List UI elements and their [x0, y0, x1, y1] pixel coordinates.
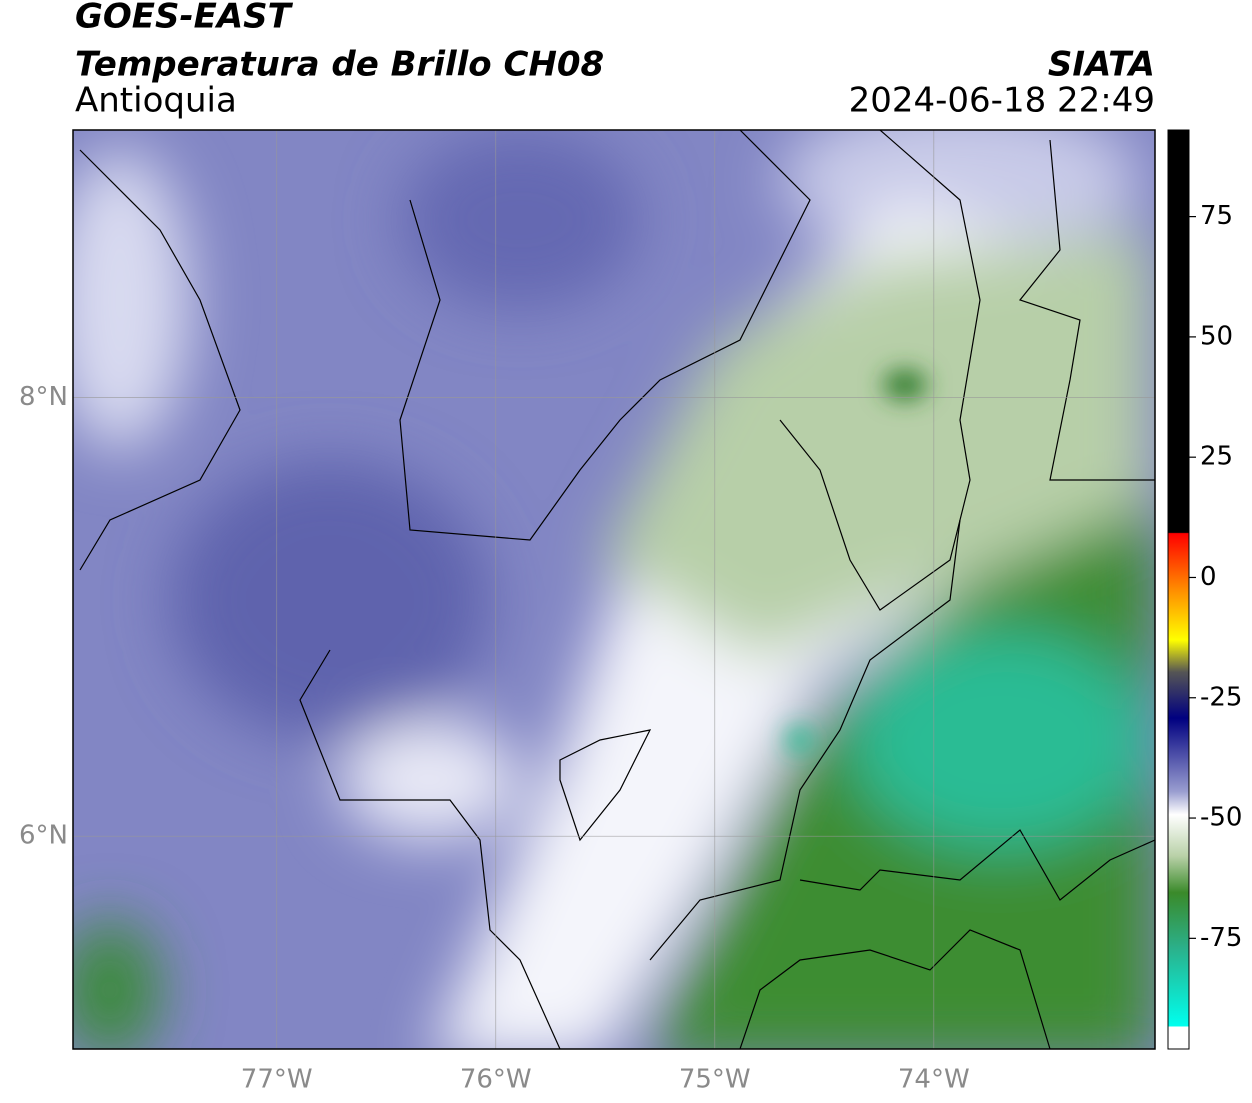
product: Temperatura de Brillo CH08: [75, 45, 604, 85]
colorbar-label: -75: [1200, 923, 1242, 953]
colorbar-label: 0: [1200, 562, 1217, 592]
datetime: 2024-06-18 22:49: [849, 81, 1155, 121]
graticule: [73, 130, 1155, 1049]
lon-label: 77°W: [241, 1065, 313, 1095]
colorbar-label: -50: [1200, 803, 1242, 833]
satellite-image: [73, 130, 1155, 1049]
colorbar-label: 50: [1200, 321, 1233, 351]
satellite: GOES-EAST: [75, 0, 294, 37]
colorbar-label: 25: [1200, 442, 1233, 472]
lon-label: 76°W: [460, 1065, 532, 1095]
lat-label: 6°N: [19, 821, 68, 851]
lon-label: 74°W: [898, 1065, 970, 1095]
colorbar-label: -25: [1200, 682, 1242, 712]
colorbar-label: 75: [1200, 201, 1233, 231]
lat-label: 8°N: [19, 382, 68, 412]
source: SIATA: [1048, 45, 1155, 85]
colorbar: [1167, 129, 1190, 1050]
region: Antioquia: [75, 81, 237, 121]
map-frame: [72, 129, 1156, 1050]
lon-label: 75°W: [679, 1065, 751, 1095]
